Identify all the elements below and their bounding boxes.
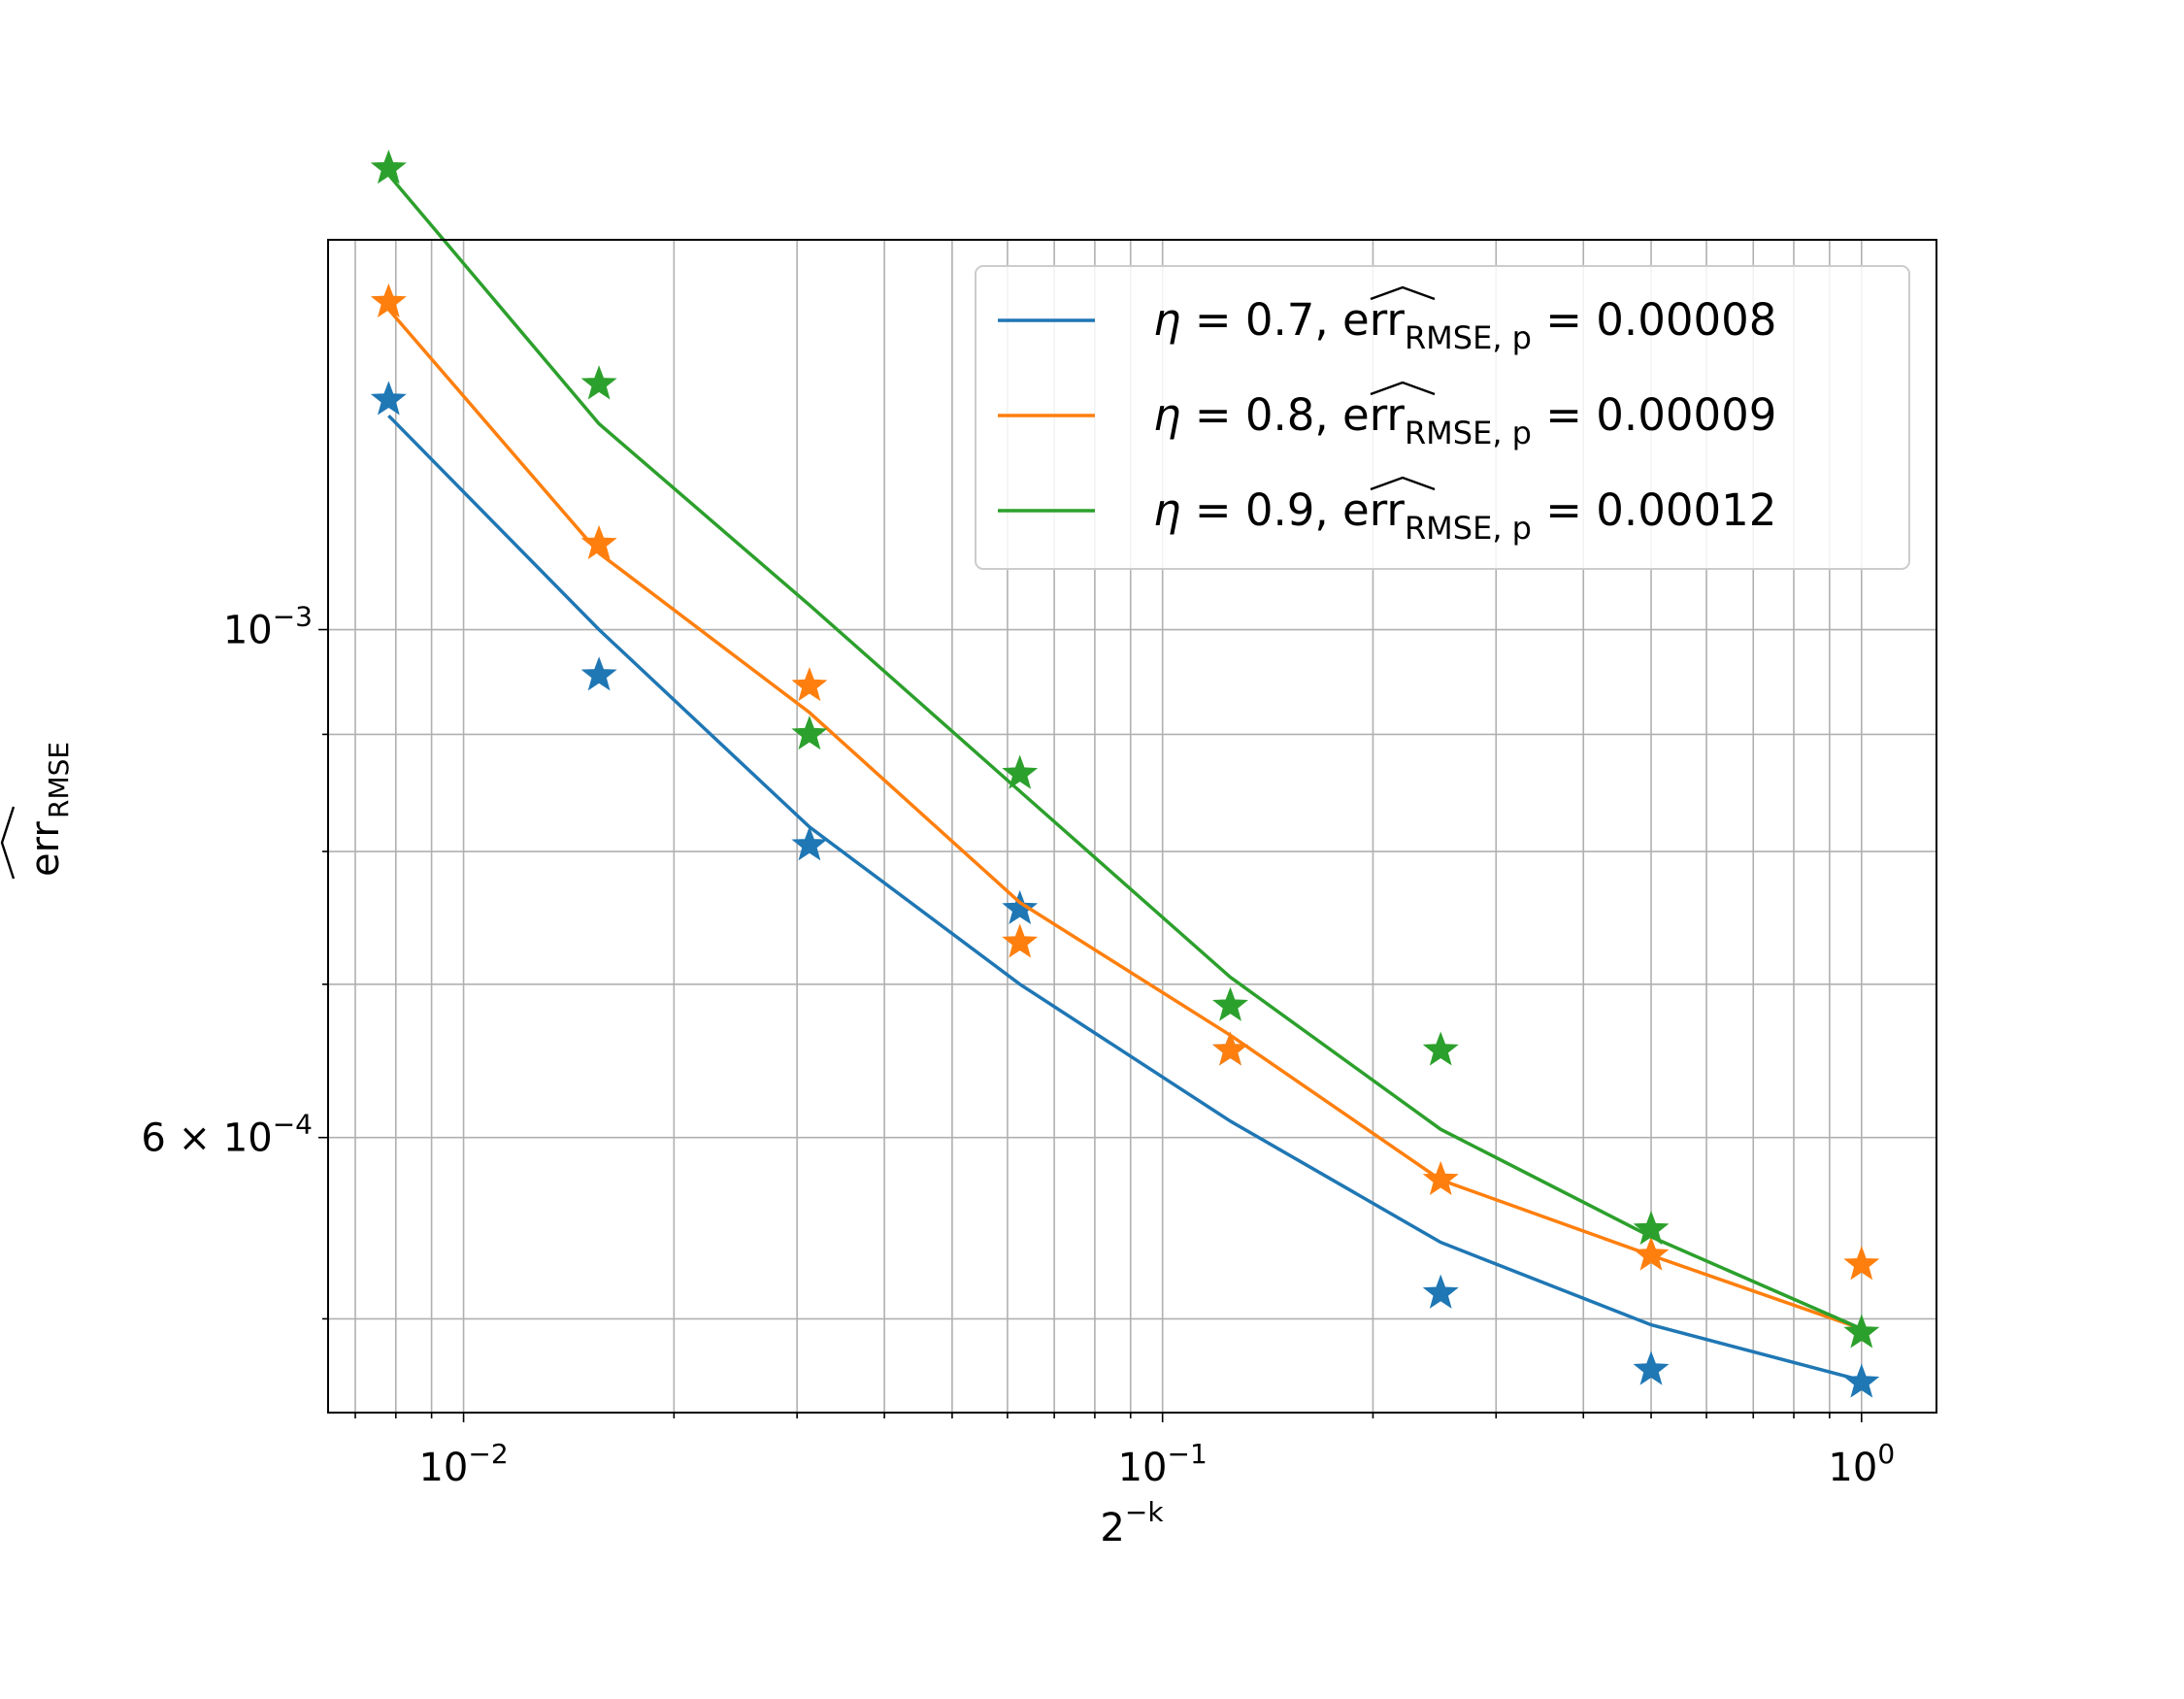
data-point-star bbox=[1633, 1350, 1670, 1385]
series-2 bbox=[370, 283, 1880, 1331]
data-point-star bbox=[1002, 923, 1039, 958]
data-point-star bbox=[1633, 1236, 1670, 1271]
y-tick-label: 10−3 bbox=[223, 601, 313, 653]
legend-hat bbox=[1370, 285, 1436, 301]
series-line bbox=[387, 414, 1863, 1383]
data-point-star bbox=[580, 365, 617, 400]
data-point-star bbox=[1422, 1274, 1459, 1309]
legend-box bbox=[975, 265, 1910, 570]
data-point-star bbox=[1843, 1246, 1880, 1281]
plot-frame bbox=[327, 239, 1937, 1414]
data-point-star bbox=[370, 381, 407, 416]
data-point-star bbox=[1212, 1031, 1248, 1066]
y-axis-label: err RMSE bbox=[0, 742, 75, 880]
axis-ticks bbox=[318, 628, 1863, 1422]
data-point-star bbox=[1002, 754, 1039, 789]
legend-hat bbox=[1370, 476, 1436, 491]
series-3 bbox=[370, 150, 1880, 1349]
data-point-star bbox=[1422, 1031, 1459, 1066]
svg-text:RMSE: RMSE bbox=[43, 742, 75, 818]
data-point-star bbox=[791, 667, 828, 702]
data-point-star bbox=[1212, 986, 1248, 1021]
data-point-star bbox=[1002, 889, 1039, 925]
data-point-star bbox=[1843, 1363, 1880, 1398]
data-point-star bbox=[580, 524, 617, 559]
data-point-star bbox=[370, 283, 407, 317]
series-layer bbox=[370, 150, 1880, 1398]
series-line bbox=[387, 308, 1863, 1331]
data-point-star bbox=[791, 715, 828, 750]
series-line bbox=[387, 173, 1863, 1331]
svg-text:err: err bbox=[23, 821, 68, 877]
y-tick-label: 6 × 10−4 bbox=[141, 1109, 313, 1161]
data-point-star bbox=[1633, 1210, 1670, 1246]
data-point-star bbox=[791, 826, 828, 861]
data-point-star bbox=[370, 150, 407, 184]
data-point-star bbox=[1422, 1160, 1459, 1195]
legend-hat bbox=[1370, 381, 1436, 396]
data-point-star bbox=[580, 656, 617, 691]
data-point-star bbox=[1843, 1314, 1880, 1349]
